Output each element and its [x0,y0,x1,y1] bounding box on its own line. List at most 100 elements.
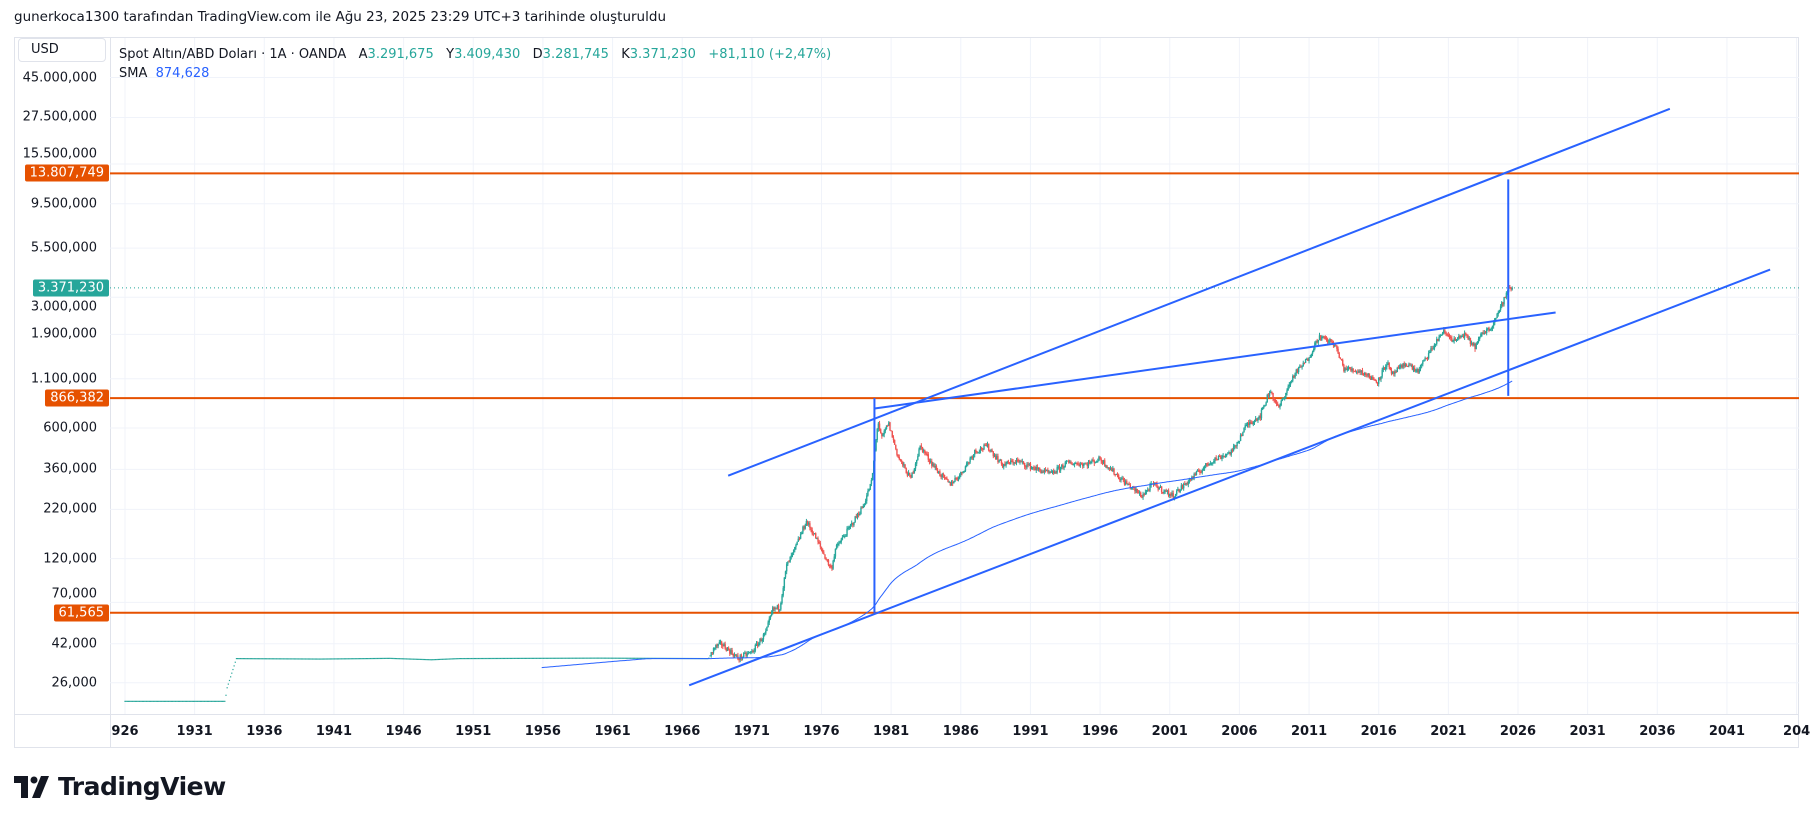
candle-body [1050,471,1053,473]
candle-body [763,633,766,635]
candle [1286,388,1288,396]
candle-body [961,471,963,474]
candle [1468,336,1470,341]
tradingview-logo[interactable]: TradingView [14,772,226,801]
candle-body [1259,415,1261,419]
candle [1317,339,1320,346]
level-price-badge[interactable]: 866,382 [45,389,109,407]
candle-body [1436,338,1438,344]
candle [795,543,797,550]
candle [868,488,870,492]
candle-body [1069,462,1071,464]
candle-body [1258,415,1260,419]
candle-body [1076,463,1078,465]
candle-body [1300,366,1302,368]
candle-body [1137,492,1140,494]
candle-body [1241,435,1243,437]
candle-body [1004,464,1006,466]
candle [1077,461,1079,466]
candle [1490,327,1493,332]
candle-body [990,450,992,452]
candle-body [1427,353,1430,359]
candle [1123,477,1126,486]
candle-body [1000,459,1003,464]
candle [1105,464,1107,469]
candle [1415,369,1417,373]
candle-body [1429,351,1431,354]
candle-body [806,520,809,525]
candle-body [861,507,863,509]
candle-body [1016,459,1019,461]
candle [1043,468,1046,475]
candle [862,503,864,509]
candle-body [948,481,950,483]
candle [1243,427,1245,433]
candle [1102,459,1105,465]
candle [1026,462,1028,470]
level-price-badge[interactable]: 61,565 [53,604,109,622]
legend-ohlc-row[interactable]: Spot Altın/ABD Doları · 1A · OANDA A3.29… [119,45,831,64]
candle [1427,350,1430,360]
candle [1162,491,1164,495]
candle-body [1140,492,1142,497]
candle [745,651,747,659]
candle [1300,364,1302,368]
candle [907,470,910,476]
candle [863,503,866,508]
candle [917,453,919,461]
candle-body [1351,368,1353,371]
candle-body [1271,391,1273,393]
candle [1296,368,1299,374]
candle-body [1088,461,1091,464]
candle-body [1330,339,1332,342]
candle [1482,330,1484,335]
candle [1221,454,1223,462]
currency-button[interactable]: USD [18,38,106,62]
candle [1012,459,1014,466]
symbol-title[interactable]: Spot Altın/ABD Doları · 1A · OANDA [119,47,347,62]
candle-body [1275,402,1278,404]
candle-body [1224,455,1227,457]
candle-body [1295,369,1297,374]
candle [804,523,806,530]
candle-body [1180,485,1183,490]
candle-body [1408,364,1410,367]
candle-body [1268,392,1271,396]
candle-body [992,451,995,457]
candle-body [933,463,935,468]
level-price-badge[interactable]: 13.807,749 [24,164,109,182]
candle-body [1498,309,1501,313]
candle [818,539,820,544]
candle [769,615,772,621]
candle [808,521,810,527]
candle-body [1424,357,1426,360]
legend-sma-row[interactable]: SMA 874,628 [119,64,831,83]
candle-body [1022,461,1025,464]
candle [1308,357,1310,364]
candle-body [1348,367,1351,369]
candle-body [1311,351,1314,355]
candle-body [1186,482,1188,485]
candle-body [1046,469,1048,471]
candle [770,610,773,617]
candle [867,488,869,497]
candle-body [940,475,942,478]
tradingview-logo-icon [14,775,49,798]
candle [712,647,715,655]
candle-body [835,545,838,549]
candle-body [1020,461,1022,463]
candle-body [817,538,819,542]
candle-body [1395,371,1397,373]
candle-body [1282,398,1285,400]
candle-body [810,527,812,531]
candle [1081,462,1084,469]
candle-body [1119,478,1121,481]
candle-body [1422,361,1424,365]
candle-body [1359,370,1361,373]
candle [720,640,723,649]
candle [1430,345,1432,353]
candle [1462,333,1465,339]
candle [1460,335,1462,339]
candle-body [712,647,715,653]
